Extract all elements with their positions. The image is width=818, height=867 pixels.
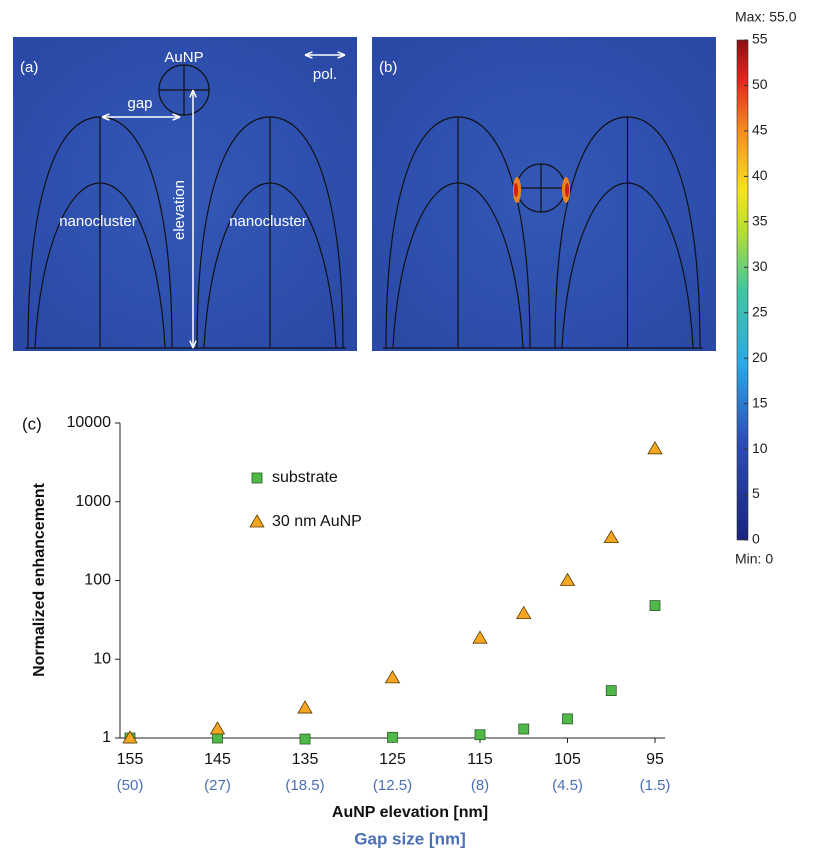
colorbar-tick-label: 50: [752, 76, 768, 92]
y-tick-label: 100: [84, 572, 111, 589]
legend-label: 30 nm AuNP: [272, 513, 362, 530]
colorbar-tick-label: 25: [752, 303, 768, 319]
marker-square: [251, 472, 263, 484]
geometry: [25, 51, 703, 349]
colorbar-tick-label: 0: [752, 531, 760, 547]
panel-label: (a): [20, 59, 38, 76]
marker-square: [212, 732, 223, 744]
x2-tick-label: (8): [471, 777, 489, 794]
marker-triangle: [209, 721, 226, 735]
marker-triangle: [603, 529, 619, 544]
colorbar-tick-label: 35: [752, 213, 768, 229]
polarization-label: pol.: [313, 66, 337, 83]
hot-spot: [565, 183, 569, 197]
field-map-b: [372, 37, 716, 351]
colorbar-tick-label: 55: [752, 31, 768, 47]
x-tick-label: 125: [379, 751, 406, 768]
marker-triangle: [122, 730, 138, 744]
field-map-a: [13, 37, 357, 351]
x2-tick-label: (50): [117, 777, 144, 794]
x2-tick-label: (4.5): [552, 777, 583, 794]
marker-triangle: [384, 670, 401, 684]
marker-square: [562, 713, 573, 725]
cluster-label: nanocluster: [59, 213, 137, 230]
y-axis-title: Normalized enhancement: [31, 482, 48, 677]
x2-tick-label: (12.5): [373, 777, 412, 794]
marker-square: [387, 731, 398, 743]
marker-square: [649, 600, 661, 612]
arrow-head: [189, 89, 197, 98]
x2-axis-title: Gap size [nm]: [354, 829, 465, 848]
marker-square: [299, 733, 311, 745]
x2-tick-label: (18.5): [285, 777, 324, 794]
cluster-label: nanocluster: [229, 213, 307, 230]
marker-square: [605, 685, 617, 696]
x-tick-label: 135: [292, 751, 319, 768]
elevation-label: elevation: [171, 180, 188, 240]
colorbar-min: Min: 0: [735, 551, 773, 567]
arrow-head: [101, 113, 110, 121]
gap-label: gap: [127, 95, 152, 112]
panel-label: (b): [379, 59, 397, 76]
colorbar-tick-label: 10: [752, 440, 768, 456]
legend-label: substrate: [272, 469, 338, 486]
y-tick-label: 1000: [75, 493, 111, 510]
colorbar-max: Max: 55.0: [735, 9, 797, 25]
particle-label: AuNP: [164, 49, 203, 66]
marker-triangle: [559, 572, 576, 586]
x-tick-label: 155: [117, 751, 144, 768]
colorbar-tick-label: 15: [752, 394, 768, 410]
marker-triangle: [249, 514, 265, 528]
y-tick-label: 1: [102, 729, 111, 746]
colorbar-tick-label: 30: [752, 258, 768, 274]
marker-triangle: [647, 441, 663, 455]
colorbar-tick-label: 40: [752, 167, 768, 183]
x-tick-label: 115: [467, 751, 493, 768]
arrow-head: [172, 113, 181, 121]
x2-tick-label: (1.5): [640, 777, 671, 794]
arrow-head: [304, 51, 313, 59]
marker-square: [518, 723, 530, 735]
hot-spot: [514, 183, 518, 197]
marker-triangle: [297, 700, 313, 714]
x-tick-label: 105: [554, 751, 581, 768]
colorbar-tick-label: 45: [752, 122, 768, 138]
panel-label: (c): [22, 414, 42, 433]
x-axis-title: AuNP elevation [nm]: [332, 804, 488, 821]
marker-triangle: [516, 605, 532, 619]
marker-triangle: [472, 630, 488, 644]
y-tick-label: 10000: [67, 414, 112, 431]
colorbar-tick-label: 5: [752, 485, 760, 501]
colorbar-tick-label: 20: [752, 349, 768, 365]
arrow-head: [337, 51, 346, 59]
colorbar: [736, 39, 749, 541]
marker-square: [474, 729, 486, 741]
x-tick-label: 145: [204, 751, 231, 768]
x2-tick-label: (27): [204, 777, 231, 794]
x-tick-label: 95: [646, 751, 664, 768]
y-tick-label: 10: [93, 650, 111, 667]
arrow-head: [189, 340, 197, 349]
